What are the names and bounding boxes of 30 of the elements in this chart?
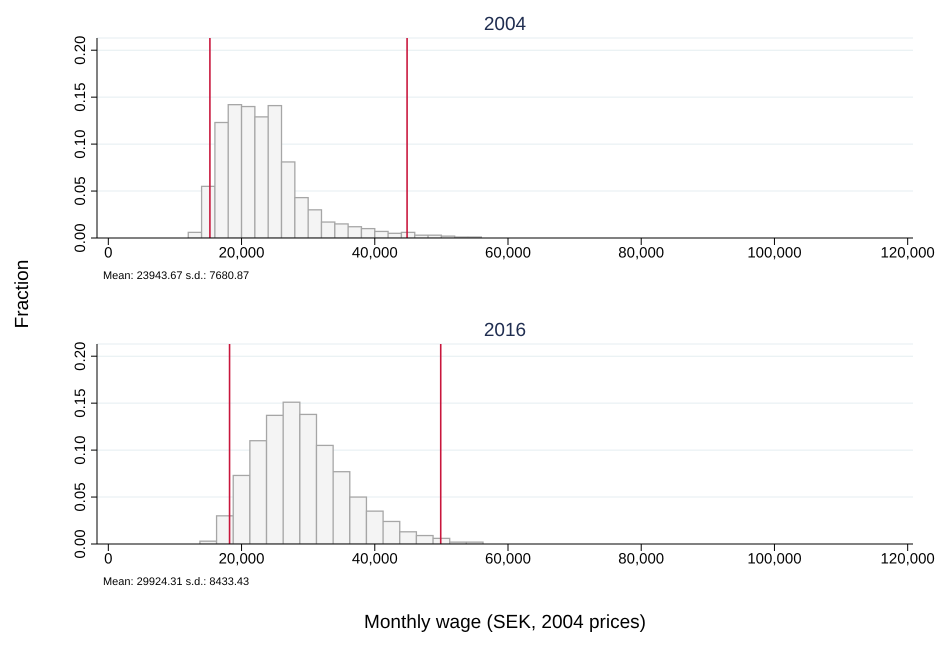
text: Mean: 29924.31 s.d.: 8433.43 [103,576,250,588]
y-tick-label: 0.15 [72,82,89,112]
x-tick-label: 0 [104,244,112,262]
x-tick-label: 80,000 [618,550,664,568]
x-tick-label: 80,000 [618,244,664,262]
x-tick-label: 40,000 [352,244,398,262]
x-tick-label: 120,000 [880,244,935,262]
text: Mean: 23943.67 s.d.: 7680.87 [103,270,250,282]
x-axis-title: Monthly wage (SEK, 2004 prices) [363,612,647,634]
chart-title: 2004 [482,14,528,36]
x-tick-label: 100,000 [747,550,802,568]
y-tick-label: 0.20 [72,36,89,65]
y-tick-label: 0.05 [72,482,89,512]
y-tick-label: 0.05 [72,176,89,206]
y-tick-label: 0.15 [72,388,89,418]
x-tick-label: 40,000 [352,550,398,568]
y-axis-title: Fraction [12,258,34,330]
x-tick-label: 60,000 [485,244,531,262]
x-tick-label: 60,000 [485,550,531,568]
y-tick-label: 0.10 [72,436,89,465]
x-tick-label: 0 [104,550,112,568]
x-tick-label: 20,000 [218,244,264,262]
y-tick-label: 0.00 [72,223,89,253]
y-tick-label: 0.00 [72,529,89,559]
chart-title: 2016 [482,320,528,342]
y-tick-label: 0.10 [72,130,89,159]
x-tick-label: 20,000 [218,550,264,568]
y-tick-label: 0.20 [72,342,89,371]
x-tick-label: 100,000 [747,244,802,262]
x-tick-label: 120,000 [880,550,935,568]
